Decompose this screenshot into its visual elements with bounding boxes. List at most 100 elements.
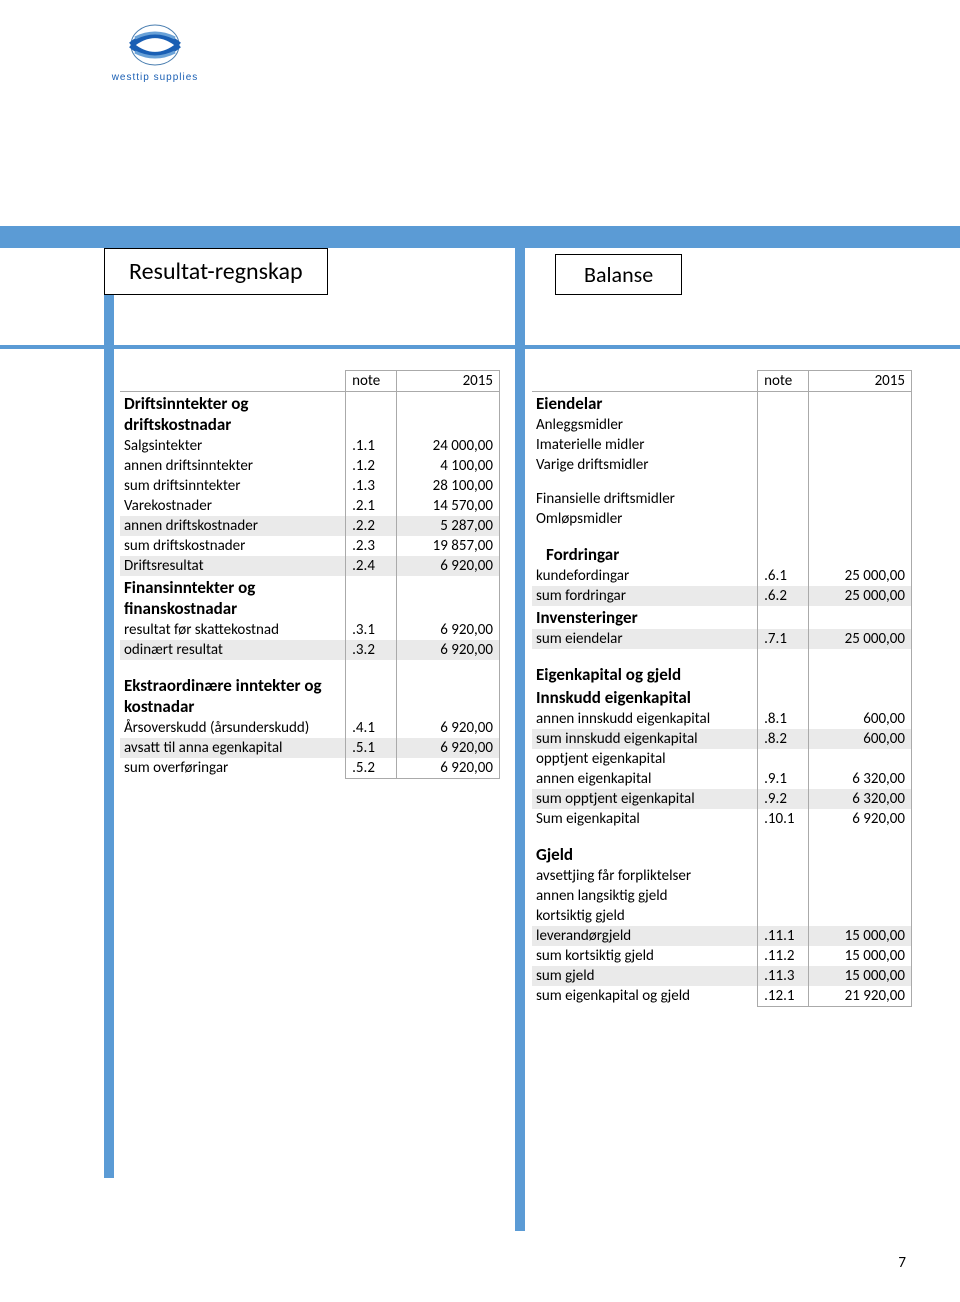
row-note: .9.2 (758, 789, 809, 809)
row-value: 21 920,00 (809, 986, 912, 1007)
balanse-row: Anleggsmidler (532, 415, 912, 435)
row-label: Gjeld (532, 843, 758, 866)
row-label: sum driftskostnader (120, 536, 346, 556)
row-value: 25 000,00 (809, 629, 912, 649)
row-note: .5.2 (346, 758, 397, 779)
row-label: Invensteringer (532, 606, 758, 629)
balanse-row: Fordringar (532, 543, 912, 566)
row-note (758, 606, 809, 629)
resultat-row: Driftsinntekter og driftskostnadar (120, 392, 500, 437)
row-note (758, 509, 809, 529)
resultat-row: annen driftskostnader.2.25 287,00 (120, 516, 500, 536)
row-label: sum kortsiktig gjeld (532, 946, 758, 966)
row-label: sum eigenkapital og gjeld (532, 986, 758, 1007)
balanse-row: sum gjeld.11.315 000,00 (532, 966, 912, 986)
balanse-row: opptjent eigenkapital (532, 749, 912, 769)
row-note: .1.1 (346, 436, 397, 456)
resultat-row: Ekstraordinære inntekter og kostnadar (120, 674, 500, 718)
balanse-row: Varige driftsmidler (532, 455, 912, 475)
balanse-row: Finansielle driftsmidler (532, 489, 912, 509)
row-value: 15 000,00 (809, 966, 912, 986)
row-value: 6 920,00 (809, 809, 912, 829)
balanse-row: Gjeld (532, 843, 912, 866)
balanse-row: sum eigenkapital og gjeld.12.121 920,00 (532, 986, 912, 1007)
header-blank (120, 371, 346, 392)
logo-text: westtip supplies (95, 72, 215, 83)
row-label: sum driftsinntekter (120, 476, 346, 496)
row-label: annen eigenkapital (532, 769, 758, 789)
row-value: 6 920,00 (397, 738, 500, 758)
balanse-row: sum kortsiktig gjeld.11.215 000,00 (532, 946, 912, 966)
row-value (809, 686, 912, 709)
row-value (809, 509, 912, 529)
row-value (809, 543, 912, 566)
row-value (809, 489, 912, 509)
row-value (809, 435, 912, 455)
row-label: Årsoverskudd (årsunderskudd) (120, 718, 346, 738)
row-label: Driftsinntekter og driftskostnadar (120, 392, 346, 437)
row-note: .1.2 (346, 456, 397, 476)
resultat-row: Driftsresultat.2.46 920,00 (120, 556, 500, 576)
row-value: 24 000,00 (397, 436, 500, 456)
header-year: 2015 (809, 371, 912, 392)
row-value: 25 000,00 (809, 586, 912, 606)
balanse-row: kortsiktig gjeld (532, 906, 912, 926)
row-value (809, 663, 912, 686)
row-note: .11.2 (758, 946, 809, 966)
resultat-row: odinært resultat.3.26 920,00 (120, 640, 500, 660)
resultat-table: note2015Driftsinntekter og driftskostnad… (120, 370, 500, 779)
row-value: 600,00 (809, 729, 912, 749)
row-note (758, 415, 809, 435)
page-number: 7 (898, 1254, 906, 1272)
row-note: .8.2 (758, 729, 809, 749)
row-note: .7.1 (758, 629, 809, 649)
row-note (758, 489, 809, 509)
header-note: note (346, 371, 397, 392)
balanse-row: annen eigenkapital.9.16 320,00 (532, 769, 912, 789)
row-note: .2.3 (346, 536, 397, 556)
balanse-row: annen langsiktig gjeld (532, 886, 912, 906)
row-label: Varige driftsmidler (532, 455, 758, 475)
row-note: .4.1 (346, 718, 397, 738)
resultat-row: Varekostnader.2.114 570,00 (120, 496, 500, 516)
row-label: Finansinntekter og finanskostnadar (120, 576, 346, 620)
row-note (346, 674, 397, 718)
row-value: 6 920,00 (397, 556, 500, 576)
row-value: 5 287,00 (397, 516, 500, 536)
resultat-row: avsatt til anna egenkapital.5.16 920,00 (120, 738, 500, 758)
row-note: .6.1 (758, 566, 809, 586)
balanse-row (532, 649, 912, 663)
row-value (809, 455, 912, 475)
resultat-row: Finansinntekter og finanskostnadar (120, 576, 500, 620)
row-value: 6 920,00 (397, 620, 500, 640)
balanse-row: sum opptjent eigenkapital.9.26 320,00 (532, 789, 912, 809)
balanse-row: Eigenkapital og gjeld (532, 663, 912, 686)
row-note: .2.2 (346, 516, 397, 536)
resultat-header-row: note2015 (120, 371, 500, 392)
row-note: .3.2 (346, 640, 397, 660)
resultat-row: resultat før skattekostnad.3.16 920,00 (120, 620, 500, 640)
row-note (758, 455, 809, 475)
resultat-row: Salgsintekter.1.124 000,00 (120, 436, 500, 456)
balanse-row (532, 475, 912, 489)
row-note: .8.1 (758, 709, 809, 729)
resultat-row: sum driftskostnader.2.319 857,00 (120, 536, 500, 556)
row-label: sum gjeld (532, 966, 758, 986)
title-balanse: Balanse (555, 254, 682, 295)
balanse-row (532, 829, 912, 843)
row-value (397, 674, 500, 718)
balanse-row: leverandørgjeld.11.115 000,00 (532, 926, 912, 946)
row-value: 6 920,00 (397, 640, 500, 660)
balanse-row: Imaterielle midler (532, 435, 912, 455)
row-value (397, 392, 500, 437)
row-note: .9.1 (758, 769, 809, 789)
row-label: annen innskudd eigenkapital (532, 709, 758, 729)
vertical-bar-left (104, 226, 114, 1178)
row-value (809, 415, 912, 435)
row-label: sum eiendelar (532, 629, 758, 649)
row-note: .10.1 (758, 809, 809, 829)
row-label: avsettjing får forpliktelser (532, 866, 758, 886)
row-value (809, 606, 912, 629)
row-note (346, 392, 397, 437)
row-label: annen driftskostnader (120, 516, 346, 536)
